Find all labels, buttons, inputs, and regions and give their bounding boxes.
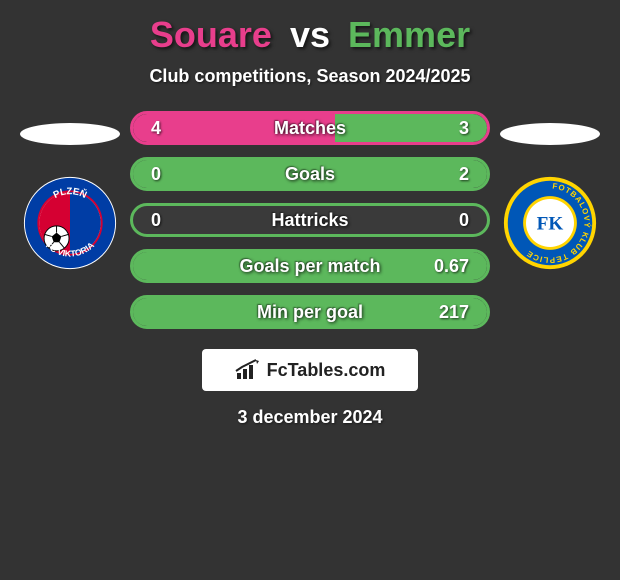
stat-row: Goals per match0.67	[130, 249, 490, 283]
stat-value-left: 0	[151, 210, 161, 231]
stat-row: 4Matches3	[130, 111, 490, 145]
title-vs: vs	[290, 14, 330, 55]
subtitle: Club competitions, Season 2024/2025	[149, 66, 470, 87]
stat-value-right: 0.67	[434, 256, 469, 277]
stat-fill-left	[133, 114, 335, 142]
stat-value-right: 217	[439, 302, 469, 323]
player2-avatar-placeholder	[500, 123, 600, 145]
stat-value-right: 3	[459, 118, 469, 139]
stat-fill-right	[133, 160, 487, 188]
chart-icon	[235, 359, 261, 381]
stats-column: 4Matches30Goals20Hattricks0Goals per mat…	[130, 111, 490, 329]
stat-value-left: 4	[151, 118, 161, 139]
stat-value-right: 0	[459, 210, 469, 231]
club-badge-left: PLZEŇ FC VIKTORIA	[22, 175, 118, 271]
title-player1: Souare	[150, 14, 272, 55]
left-player-column: PLZEŇ FC VIKTORIA	[10, 111, 130, 271]
player1-avatar-placeholder	[20, 123, 120, 145]
title-player2: Emmer	[348, 14, 470, 55]
stat-label: Hattricks	[133, 210, 487, 231]
branding-box: FcTables.com	[202, 349, 418, 391]
stat-row: 0Goals2	[130, 157, 490, 191]
club-badge-right: FK FOTBALOVÝ KLUB TEPLICE	[502, 175, 598, 271]
stat-fill-right	[133, 298, 487, 326]
stat-value-left: 0	[151, 164, 161, 185]
stat-row: 0Hattricks0	[130, 203, 490, 237]
stat-value-right: 2	[459, 164, 469, 185]
right-player-column: FK FOTBALOVÝ KLUB TEPLICE	[490, 111, 610, 271]
root-container: Souare vs Emmer Club competitions, Seaso…	[0, 0, 620, 428]
stat-row: Min per goal217	[130, 295, 490, 329]
branding-text: FcTables.com	[267, 360, 386, 381]
club-right-monogram: FK	[537, 214, 564, 235]
main-row: PLZEŇ FC VIKTORIA 4Matches30Goals20Hattr…	[0, 111, 620, 329]
page-title: Souare vs Emmer	[150, 14, 470, 56]
date-line: 3 december 2024	[237, 407, 382, 428]
